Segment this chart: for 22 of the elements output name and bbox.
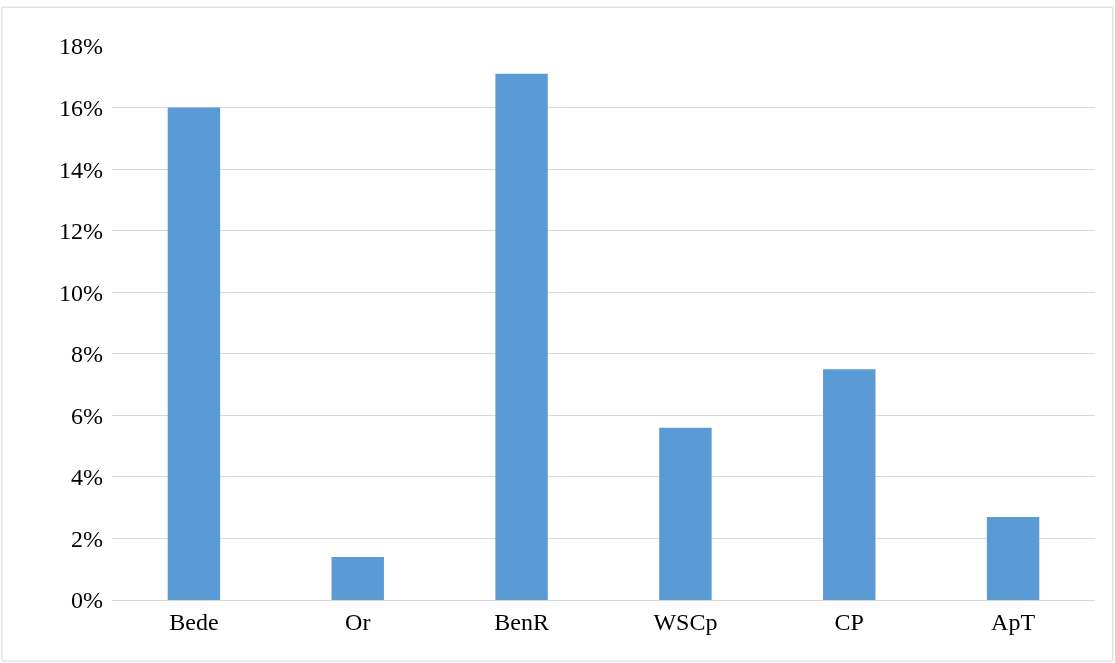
x-tick-label: BenR [494,608,549,635]
y-tick-label: 6% [71,402,103,429]
x-tick-label: WSCp [653,608,718,635]
bar [331,556,384,600]
x-tick-label: Bede [169,608,219,635]
y-tick-label: 4% [71,464,103,491]
y-tick-label: 14% [59,156,103,183]
y-tick-label: 0% [71,587,103,614]
bar [167,107,221,600]
x-tick-label: CP [834,608,864,635]
x-tick-label: Or [345,608,371,635]
bar [495,73,548,600]
y-tick-label: 18% [59,33,103,60]
y-tick-label: 16% [59,94,103,121]
bar [659,427,712,600]
x-tick-label: ApT [991,608,1036,635]
y-tick-label: 8% [71,341,103,368]
y-tick-label: 12% [59,218,103,245]
y-tick-label: 2% [71,525,103,552]
bar [823,369,876,600]
y-tick-label: 10% [59,279,103,306]
bar [986,516,1040,600]
